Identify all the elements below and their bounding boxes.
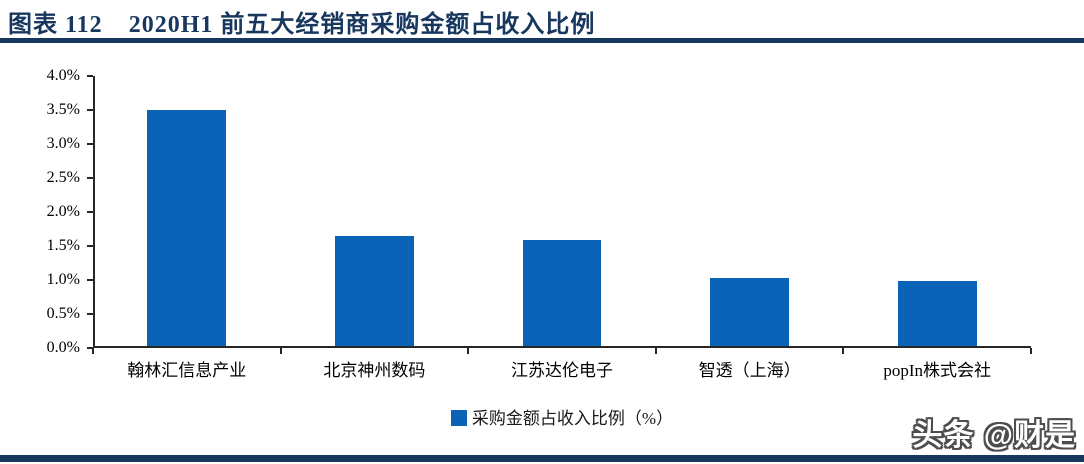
y-tick-mark bbox=[87, 143, 93, 145]
y-tick-label: 4.0% bbox=[46, 67, 80, 84]
figure-title: 图表 112 2020H1 前五大经销商采购金额占收入比例 bbox=[8, 4, 595, 39]
y-tick-mark bbox=[87, 177, 93, 179]
bar-5 bbox=[897, 280, 977, 346]
y-tick-label: 2.0% bbox=[46, 203, 80, 220]
x-axis-label-2: 北京神州数码 bbox=[323, 361, 426, 380]
bar-1 bbox=[147, 110, 227, 346]
x-tick-mark bbox=[654, 348, 657, 354]
y-tick-label: 0.0% bbox=[46, 339, 80, 356]
x-axis-category-labels: 翰林汇信息产业 北京神州数码 江苏达伦电子 智透（上海） popIn株式会社 bbox=[93, 358, 1031, 384]
y-tick-mark bbox=[87, 313, 93, 315]
x-axis-label-3: 江苏达伦电子 bbox=[510, 361, 613, 380]
bar-4 bbox=[710, 278, 789, 346]
legend-label: 采购金额占收入比例（%） bbox=[471, 409, 674, 428]
y-tick-mark bbox=[87, 245, 93, 247]
y-tick-mark bbox=[87, 279, 93, 281]
x-tick-mark bbox=[279, 348, 282, 354]
y-tick-label: 3.0% bbox=[46, 135, 80, 152]
legend-swatch-icon bbox=[450, 410, 467, 426]
y-tick-label: 1.0% bbox=[46, 271, 80, 288]
chart-legend: 采购金额占收入比例（%） bbox=[93, 404, 1031, 428]
watermark: 头条 @财是 bbox=[912, 419, 1076, 452]
y-tick-mark bbox=[87, 347, 93, 349]
x-tick-mark bbox=[1030, 348, 1032, 354]
figure-header: 图表 112 2020H1 前五大经销商采购金额占收入比例 bbox=[0, 0, 1084, 38]
x-axis-label-1: 翰林汇信息产业 bbox=[127, 361, 247, 380]
y-tick-mark bbox=[87, 211, 93, 213]
y-tick-label: 0.5% bbox=[46, 305, 80, 322]
plot-area bbox=[93, 76, 1031, 348]
x-tick-mark bbox=[92, 348, 94, 354]
figure-number-label: 图表 112 bbox=[8, 12, 103, 38]
y-tick-mark bbox=[87, 109, 93, 111]
figure-title-text: 2020H1 前五大经销商采购金额占收入比例 bbox=[128, 12, 596, 38]
y-tick-mark bbox=[87, 75, 93, 77]
header-divider-rule bbox=[0, 38, 1084, 43]
y-tick-label: 1.5% bbox=[46, 237, 80, 254]
x-tick-mark bbox=[467, 348, 470, 354]
x-tick-mark bbox=[842, 348, 845, 354]
bar-3 bbox=[522, 239, 602, 346]
x-axis-label-4: 智透（上海） bbox=[698, 361, 801, 380]
y-tick-label: 3.5% bbox=[46, 101, 80, 118]
bottom-rule bbox=[0, 455, 1084, 462]
x-axis-label-5: popIn株式会社 bbox=[883, 361, 991, 380]
bar-2 bbox=[335, 235, 414, 346]
y-tick-label: 2.5% bbox=[46, 169, 80, 186]
